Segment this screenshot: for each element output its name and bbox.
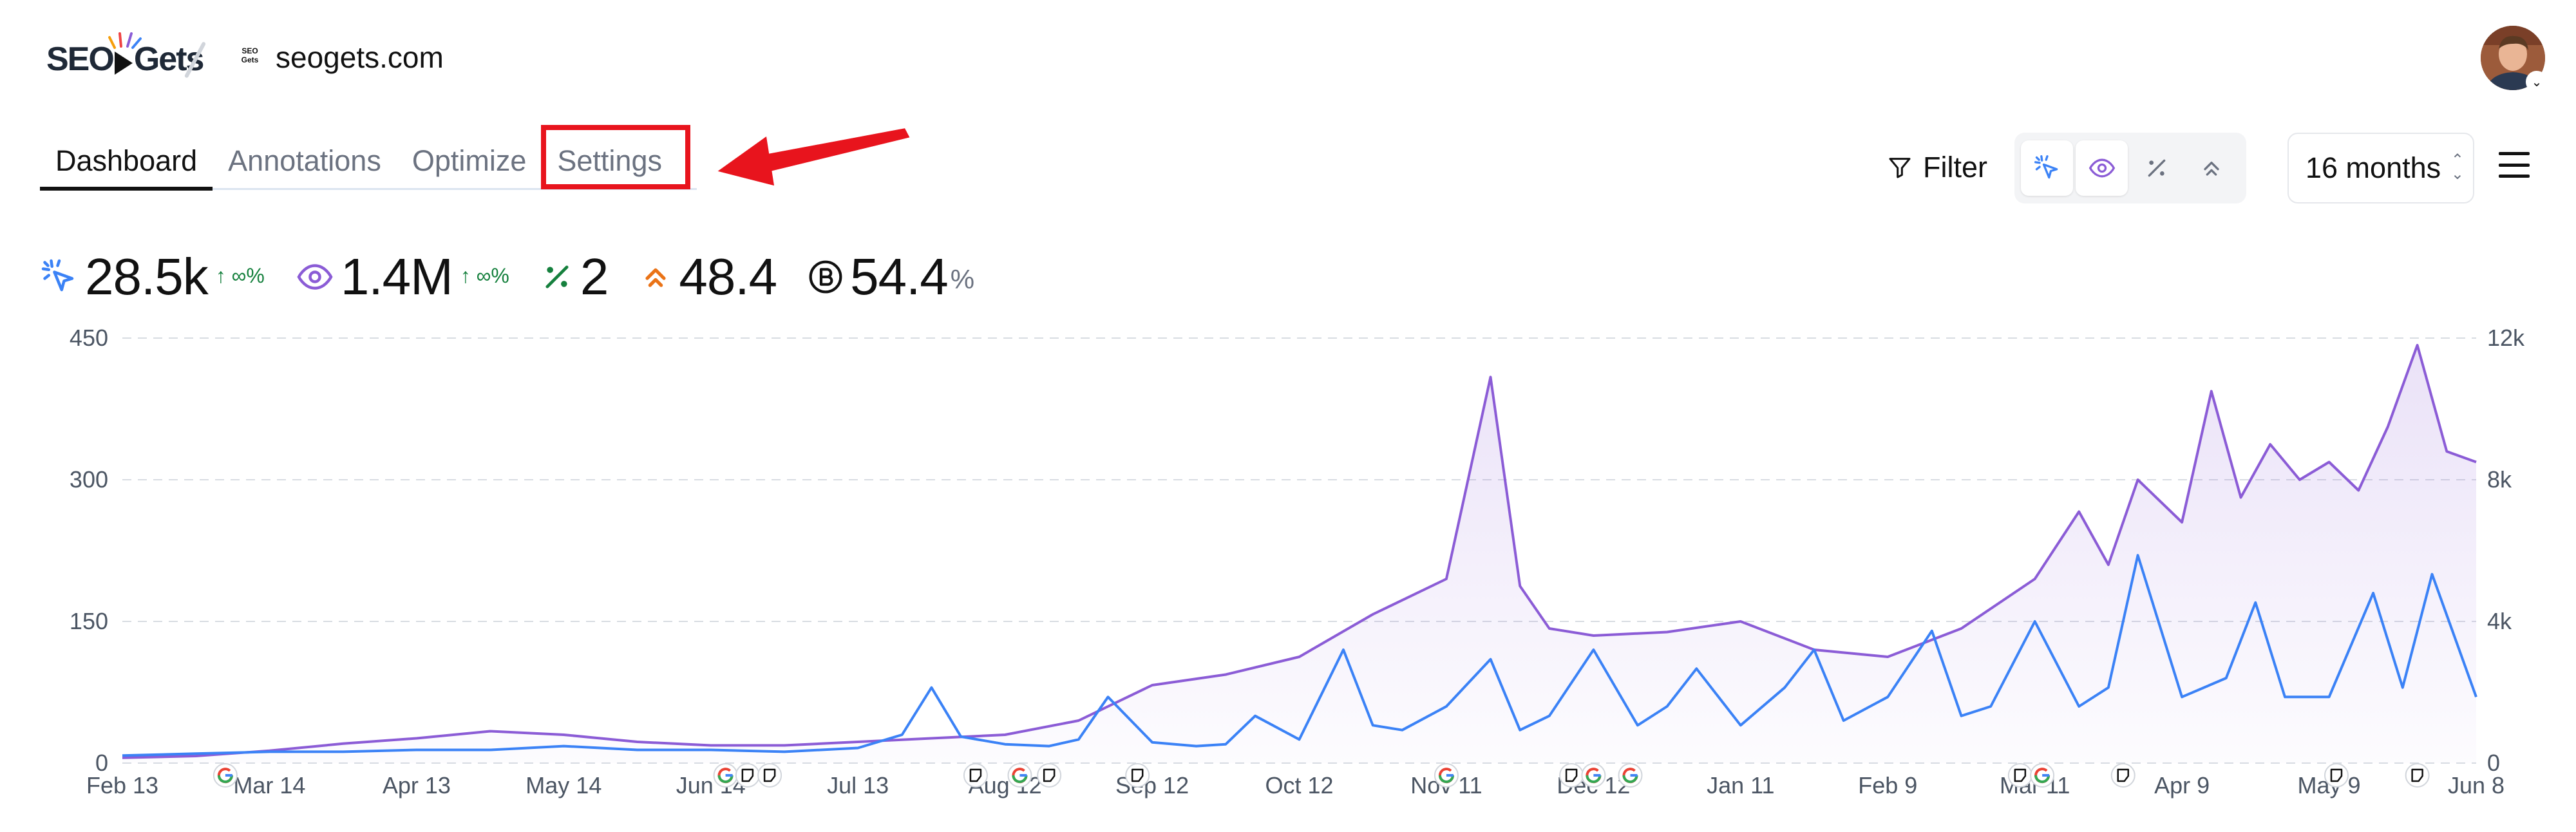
eye-icon — [2088, 158, 2115, 178]
clicks-icon — [2034, 155, 2058, 179]
pointer-arrow — [713, 126, 913, 187]
clicks-icon — [41, 259, 74, 292]
google-icon[interactable] — [213, 763, 238, 788]
x-axis-tick: Jul 13 — [827, 772, 889, 799]
right-axis-tick: 12k — [2487, 325, 2525, 351]
stat-position-value: 48.4 — [679, 248, 777, 305]
eye-icon — [297, 264, 333, 290]
ctr-icon — [2148, 159, 2165, 177]
right-axis-tick: 8k — [2487, 466, 2512, 493]
left-axis-tick: 150 — [70, 608, 108, 634]
left-axis-tick: 300 — [70, 466, 108, 493]
stat-impressions-delta: ↑ ∞% — [460, 263, 509, 287]
logo-play-icon — [114, 52, 133, 75]
toggle-impressions[interactable] — [2076, 140, 2128, 196]
stat-impressions-value: 1.4M — [340, 248, 453, 305]
google-icon[interactable] — [2030, 763, 2055, 788]
x-axis-tick: May 14 — [526, 772, 601, 799]
stat-clicks-delta: ↑ ∞% — [215, 263, 265, 287]
tab-optimize[interactable]: Optimize — [412, 144, 527, 177]
stat-clicks-value: 28.5k — [85, 248, 209, 305]
right-axis-tick: 0 — [2487, 750, 2500, 776]
note-icon[interactable] — [1559, 763, 1584, 788]
stat-brand-value: 54.4 — [850, 248, 949, 305]
google-icon[interactable] — [1618, 763, 1643, 788]
toggle-clicks[interactable] — [2021, 140, 2073, 196]
right-axis-tick: 4k — [2487, 608, 2512, 634]
x-axis-tick: Jan 11 — [1707, 772, 1774, 799]
settings-highlight-box — [541, 125, 690, 189]
stat-clicks[interactable]: 28.5k ↑ ∞% — [40, 247, 265, 307]
tab-settings[interactable]: Settings — [557, 144, 662, 177]
left-axis-tick: 450 — [70, 325, 108, 351]
filter-label: Filter — [1923, 151, 1987, 184]
note-icon[interactable] — [1125, 763, 1150, 788]
impressions-line[interactable] — [122, 344, 2477, 759]
stat-impressions[interactable]: 1.4M ↑ ∞% — [296, 247, 509, 307]
note-icon[interactable] — [757, 763, 782, 788]
tabs-underline — [40, 188, 697, 190]
stat-brand[interactable]: 54.4 % — [808, 247, 974, 307]
chevron-updown-icon: ⌃ ⌄ — [2450, 151, 2464, 183]
logo-text-left: SEO — [46, 41, 115, 78]
performance-chart[interactable]: 0 150 300 450 0 4k 8k 12k Feb 13 Mar 14 Apr 13 Ma… — [0, 309, 2576, 811]
x-axis-tick: Mar 14 — [233, 772, 305, 799]
note-icon[interactable] — [2007, 763, 2032, 788]
stat-position[interactable]: 48.4 — [639, 247, 777, 307]
x-axis-tick: Apr 13 — [383, 772, 451, 799]
tab-annotations[interactable]: Annotations — [228, 144, 381, 177]
google-icon[interactable] — [713, 763, 738, 788]
toggle-ctr[interactable] — [2130, 140, 2183, 196]
brand-b-icon — [809, 260, 842, 294]
date-range-value: 16 months — [2306, 151, 2441, 184]
note-icon[interactable] — [2405, 763, 2430, 788]
note-icon[interactable] — [2324, 763, 2349, 788]
toggle-position[interactable] — [2185, 140, 2237, 196]
impressions-area — [122, 345, 2476, 763]
filter-icon — [1889, 158, 1911, 178]
position-icon — [645, 268, 666, 287]
position-icon — [2203, 162, 2219, 176]
google-icon[interactable] — [1434, 763, 1459, 788]
logo-burst-icon — [108, 32, 142, 49]
x-axis-tick: Jun 8 — [2448, 772, 2505, 799]
note-icon[interactable] — [1037, 763, 1062, 788]
left-axis-tick: 0 — [95, 750, 108, 776]
tab-dashboard[interactable]: Dashboard — [40, 126, 213, 191]
date-range-select[interactable]: 16 months ⌃ ⌄ — [2287, 133, 2474, 203]
site-name[interactable]: seogets.com — [276, 41, 444, 74]
main-tabs: Dashboard Annotations Optimize Settings — [40, 126, 677, 191]
metric-toggle-group — [2014, 133, 2246, 203]
stat-ctr[interactable]: 2 — [540, 247, 609, 307]
summary-stats: 28.5k ↑ ∞% 1.4M ↑ ∞% 2 48.4 — [40, 245, 1005, 309]
note-icon[interactable] — [2110, 763, 2136, 788]
account-chevron-down-icon[interactable]: ⌄ — [2526, 71, 2548, 93]
x-axis-tick: Oct 12 — [1265, 772, 1333, 799]
app-logo[interactable]: SEO Gets — [46, 32, 204, 85]
filter-button[interactable]: Filter — [1887, 146, 1987, 189]
stat-ctr-value: 2 — [580, 248, 609, 305]
note-icon[interactable] — [735, 763, 760, 788]
google-icon[interactable] — [1007, 763, 1032, 788]
x-axis-tick: Apr 9 — [2154, 772, 2210, 799]
stat-brand-unit: % — [950, 264, 975, 294]
hamburger-menu-icon[interactable] — [2499, 152, 2530, 178]
clicks-line[interactable] — [122, 554, 2477, 757]
note-icon[interactable] — [963, 763, 988, 788]
x-axis-tick: Feb 9 — [1858, 772, 1917, 799]
site-favicon-icon: SEO Gets — [241, 46, 259, 64]
ctr-icon — [545, 265, 569, 288]
x-axis-tick: Feb 13 — [86, 772, 158, 799]
google-icon[interactable] — [1581, 763, 1606, 788]
